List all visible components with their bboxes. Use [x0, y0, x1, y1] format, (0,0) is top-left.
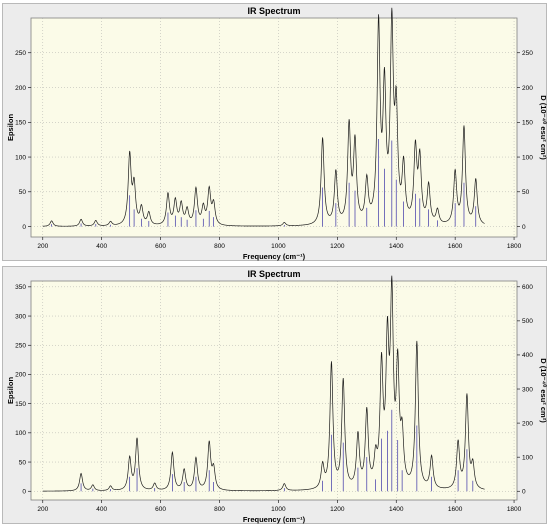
spectrum-curve — [42, 7, 485, 227]
y-tick-label: 350 — [15, 284, 26, 291]
chart-title: IR Spectrum — [247, 269, 300, 279]
x-tick-label: 1200 — [330, 243, 345, 250]
y-tick-label: 150 — [15, 401, 26, 408]
y-tick-label: 250 — [15, 50, 26, 57]
x-axis-label: Frequency (cm⁻¹) — [243, 515, 306, 524]
y-tick-label: 100 — [15, 430, 26, 437]
x-tick-label: 1600 — [448, 243, 463, 250]
chart-title: IR Spectrum — [247, 6, 300, 16]
y-tick-label: 100 — [15, 154, 26, 161]
y2-tick-label: 200 — [522, 85, 533, 92]
y-tick-label: 250 — [15, 343, 26, 350]
x-tick-label: 1000 — [271, 243, 286, 250]
y-tick-label: 300 — [15, 313, 26, 320]
y2-tick-label: 600 — [522, 284, 533, 291]
y2-axis-label: D (10⁻⁴⁰ esu² cm²) — [539, 95, 548, 160]
y2-tick-label: 150 — [522, 120, 533, 127]
x-tick-label: 1600 — [448, 506, 463, 513]
y2-tick-label: 100 — [522, 454, 533, 461]
y2-tick-label: 200 — [522, 420, 533, 427]
y2-tick-label: 250 — [522, 50, 533, 57]
y2-tick-label: 0 — [522, 224, 526, 231]
y-tick-label: 0 — [22, 224, 26, 231]
x-tick-label: 400 — [96, 243, 107, 250]
x-tick-label: 800 — [214, 243, 225, 250]
x-tick-label: 600 — [155, 243, 166, 250]
y2-tick-label: 0 — [522, 489, 526, 496]
plot-area — [30, 17, 518, 238]
y-tick-label: 200 — [15, 372, 26, 379]
y2-tick-label: 400 — [522, 352, 533, 359]
ir-spectrum-panel-bottom: IR Spectrum 200 400 600 800 1000 1200 1400 1600 1… — [2, 266, 548, 524]
x-tick-label: 1200 — [330, 506, 345, 513]
spectrum-curve — [42, 275, 485, 492]
y2-tick-label: 300 — [522, 386, 533, 393]
y-axis-label: Epsilon — [6, 377, 15, 405]
y-tick-label: 0 — [22, 489, 26, 496]
x-tick-label: 1800 — [507, 506, 522, 513]
y-tick-label: 50 — [19, 459, 27, 466]
y2-tick-label: 100 — [522, 154, 533, 161]
ir-spectrum-panel-top: IR Spectrum 200 400 600 800 1000 1200 1400 1600 1… — [2, 3, 548, 261]
plot-area — [30, 280, 518, 501]
y2-axis-label: D (10⁻⁴⁰ esu² cm²) — [539, 358, 548, 423]
x-tick-label: 1400 — [389, 243, 404, 250]
y2-tick-label: 500 — [522, 318, 533, 325]
x-tick-label: 800 — [214, 506, 225, 513]
x-tick-label: 1800 — [507, 243, 522, 250]
x-tick-label: 1400 — [389, 506, 404, 513]
x-axis-label: Frequency (cm⁻¹) — [243, 252, 306, 261]
x-tick-label: 1000 — [271, 506, 286, 513]
y-axis-label: Epsilon — [6, 114, 15, 142]
y-tick-label: 50 — [19, 189, 27, 196]
x-tick-label: 200 — [37, 243, 48, 250]
y-tick-label: 150 — [15, 120, 26, 127]
x-tick-label: 600 — [155, 506, 166, 513]
y-tick-label: 200 — [15, 85, 26, 92]
x-tick-label: 400 — [96, 506, 107, 513]
x-tick-label: 200 — [37, 506, 48, 513]
y2-tick-label: 50 — [522, 189, 530, 196]
